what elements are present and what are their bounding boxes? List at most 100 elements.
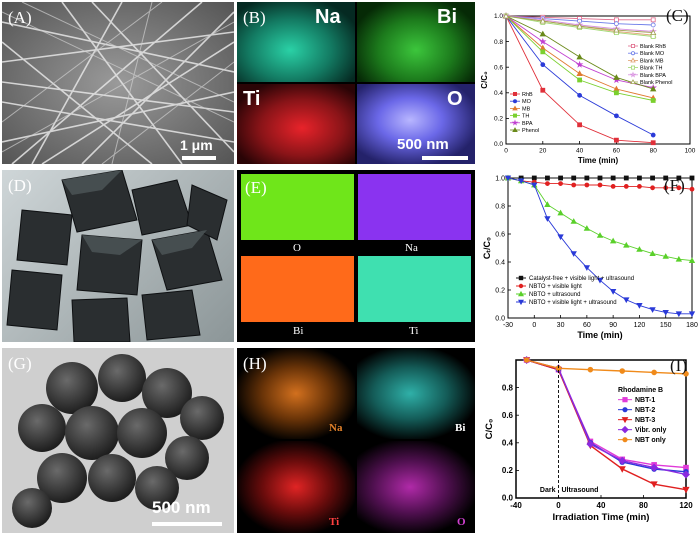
series-line [526,359,687,473]
elem-b-1: Bi [437,6,457,28]
x-tick-label: 60 [613,148,621,155]
data-point [619,368,626,374]
y-tick-label: 0.4 [495,259,505,266]
y-tick-label: 0.6 [495,231,505,238]
series-line [526,359,687,469]
data-point [571,175,577,181]
data-point [676,175,682,181]
data-point [613,26,620,33]
y-tick-label: 0.2 [494,116,503,123]
sphere-texture [12,354,224,528]
panel-g-tem-image: (G) 500 nm [2,348,234,533]
series-nbt-3 [523,357,690,494]
y-tick-label: 1.0 [495,175,505,182]
x-tick-label: 80 [639,501,648,510]
chart-c-svg: 0 20 40 60 80 100 0.0 0.2 0.4 0.6 0.8 1.0 Time (min)… [480,12,696,165]
data-point [689,175,695,181]
legend-swatch-marker [518,275,524,281]
x-axis-label: Irradiation Time (min) [553,512,650,523]
legend-swatch-marker [621,417,629,424]
panel-g-scale-text: 500 nm [152,498,211,517]
elem-b-0: Na [315,6,341,28]
x-tick-label: 180 [686,322,698,329]
legend-swatch-marker [518,283,524,289]
elem-b-2: Ti [243,88,261,110]
data-point [636,246,643,252]
data-point [613,113,619,119]
series-mo [503,13,656,138]
data-point [650,463,659,472]
map-e-3 [358,256,471,322]
data-point [650,140,656,146]
data-point [540,49,546,55]
x-axis-label: Time (min) [577,330,622,340]
data-point [558,181,563,186]
annotation-ultrasound: Ultrasound [562,487,599,494]
data-point [531,175,537,181]
x-axis-label: Time (min) [578,156,619,165]
panel-e-label: (E) [245,178,267,197]
data-point [540,87,546,93]
legend-swatch-marker [630,57,636,63]
x-tick-label: 0 [532,322,536,329]
panel-f-label: (F) [664,176,685,195]
elem-e-3: Ti [409,325,419,337]
data-point [540,62,546,68]
x-tick-label: 60 [583,322,591,329]
y-tick-label: 0.2 [495,287,505,294]
panel-h-label: (H) [243,354,267,373]
data-point [618,456,627,465]
data-point [618,466,626,473]
data-point [613,74,620,80]
elem-h-2: Ti [329,516,340,528]
data-point [683,370,689,377]
data-point [650,175,655,181]
legend-swatch-marker [630,79,636,84]
series-nbt-only [523,357,689,377]
x-tick-label: 30 [557,322,565,329]
elem-b-3: O [447,88,463,110]
legend-entry: NBTO + ultrasound [529,292,580,298]
data-point [636,302,643,309]
y-tick-label: 0.4 [502,438,514,447]
data-point [544,201,551,207]
data-point [675,311,683,318]
data-point [649,250,656,256]
elem-e-1: Na [405,242,418,254]
data-point [650,29,657,36]
x-tick-label: 80 [650,148,658,155]
plot-frame [505,15,691,145]
legend-entry: RhB [522,92,533,98]
legend-swatch-marker [512,127,518,133]
legend-entry: Vibr. only [635,427,666,434]
x-tick-label: 120 [679,501,693,510]
data-point [570,218,577,224]
panel-a-label: (A) [8,8,32,27]
data-point [596,277,604,284]
legend-swatch-marker [513,99,518,104]
x-tick-label: 40 [597,501,606,510]
x-tick-label: 120 [634,322,646,329]
data-point [623,241,630,248]
y-tick-label: 0.2 [502,466,514,475]
x-tick-label: 150 [660,322,672,329]
data-point [557,234,564,241]
map-b-2 [237,84,355,164]
map-h-3 [357,441,475,533]
data-point [583,265,591,271]
data-point [609,289,617,295]
series-blank-phenol [502,12,657,36]
data-point [587,366,594,373]
data-point [649,307,656,313]
data-point [637,175,642,181]
annotation-dark: Dark [540,487,556,494]
legend-entry: Blank MO [640,51,665,57]
data-point [650,85,657,92]
legend-swatch-marker [630,51,635,56]
data-point [675,255,683,262]
panel-b-scalebar [422,156,468,160]
y-tick-label: 1.0 [494,13,503,20]
legend-swatch-marker [622,437,628,443]
data-point [539,17,546,24]
